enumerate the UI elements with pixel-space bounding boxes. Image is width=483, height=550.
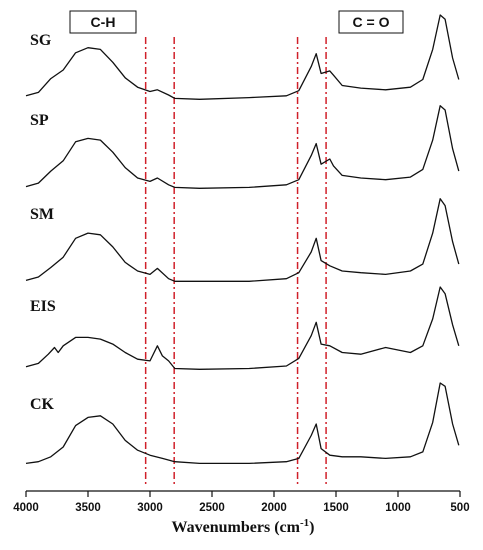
band-label-box (69, 10, 137, 34)
x-tick-label-1500: 1500 (323, 502, 349, 514)
band-label-c-o: C = O (338, 10, 404, 34)
x-tick-label-1000: 1000 (385, 502, 411, 514)
sample-label-eis: EIS (30, 298, 56, 315)
band-label-text: C-H (91, 14, 116, 30)
x-tick-label-3500: 3500 (75, 502, 101, 514)
x-tick-label-4000: 4000 (13, 502, 39, 514)
x-axis: 4000 3500 3000 2500 2000 1500 1000 500 (13, 490, 470, 514)
sample-label-sm: SM (30, 206, 54, 223)
spectrum-sg (25, 14, 460, 100)
marker-lines (144, 37, 327, 487)
x-tick-label-2000: 2000 (261, 502, 287, 514)
band-label-c-h: C-H (69, 10, 137, 34)
spectrum-sp (25, 105, 460, 189)
sample-label-sg: SG (30, 32, 52, 49)
band-label-box (338, 10, 404, 34)
spectra-series: SG SP SM EIS CK (25, 14, 460, 465)
band-label-text: C = O (353, 14, 390, 30)
x-tick-label-500: 500 (450, 502, 469, 514)
band-labels: C-H C = O (69, 10, 404, 34)
x-axis-title: Wavenumbers (cm-1) (172, 517, 315, 536)
sample-label-sp: SP (30, 112, 49, 129)
x-tick-label-2500: 2500 (199, 502, 225, 514)
spectrum-eis (25, 286, 460, 370)
sample-label-ck: CK (30, 396, 55, 413)
spectrum-sm (25, 198, 460, 282)
x-tick-label-3000: 3000 (137, 502, 163, 514)
spectrum-ck (25, 382, 460, 465)
